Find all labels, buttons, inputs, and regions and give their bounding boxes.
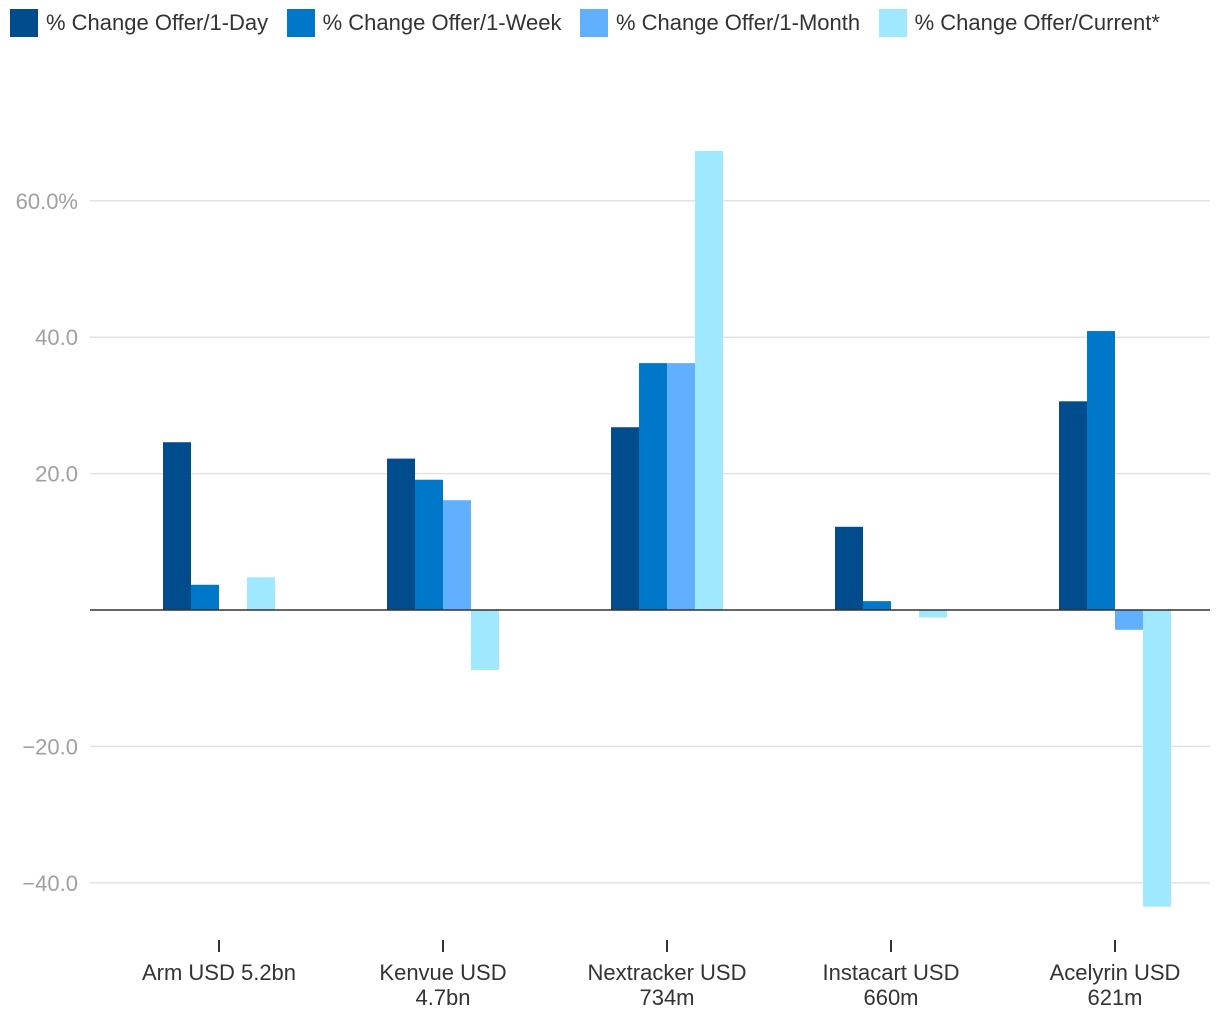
bar	[163, 442, 191, 610]
bar	[443, 500, 471, 610]
y-tick-label: 20.0	[35, 462, 78, 487]
legend-item: % Change Offer/1-Month	[579, 6, 861, 40]
y-tick-label: −40.0	[22, 871, 78, 896]
y-tick-label: 40.0	[35, 325, 78, 350]
legend-label: % Change Offer/Current*	[914, 10, 1160, 35]
bar	[835, 526, 863, 610]
legend-swatch	[579, 9, 608, 37]
bar	[387, 458, 415, 610]
bar	[695, 151, 723, 610]
x-category-label: 4.7bn	[415, 985, 470, 1010]
bar	[1115, 610, 1143, 630]
x-category-label: 734m	[639, 985, 694, 1010]
bar	[863, 601, 891, 610]
x-category-label: 621m	[1087, 985, 1142, 1010]
chart-legend: % Change Offer/1-Day % Change Offer/1-We…	[10, 6, 1210, 42]
legend-swatch	[286, 9, 315, 37]
y-tick-label: −20.0	[22, 734, 78, 759]
bar	[611, 427, 639, 610]
x-category-label: Kenvue USD	[379, 960, 506, 985]
x-category-label: Nextracker USD	[588, 960, 747, 985]
bar	[471, 610, 499, 671]
legend-item: % Change Offer/Current*	[878, 6, 1160, 40]
legend-label: % Change Offer/1-Week	[322, 10, 562, 35]
bar	[415, 479, 443, 610]
x-category-label: Instacart USD	[823, 960, 960, 985]
legend-item: % Change Offer/1-Day	[10, 6, 268, 40]
bar	[1143, 610, 1171, 907]
y-tick-label: 60.0%	[16, 189, 78, 214]
x-category-label: Acelyrin USD	[1050, 960, 1181, 985]
bar	[919, 610, 947, 618]
legend-item: % Change Offer/1-Week	[286, 6, 562, 40]
legend-swatch	[878, 9, 907, 37]
x-category-label: 660m	[863, 985, 918, 1010]
bar	[247, 577, 275, 610]
bar	[1087, 331, 1115, 610]
bar	[639, 363, 667, 610]
legend-swatch	[10, 9, 38, 37]
legend-label: % Change Offer/1-Day	[46, 10, 269, 35]
bar	[667, 363, 695, 610]
x-category-label: Arm USD 5.2bn	[142, 960, 296, 985]
bar	[191, 584, 219, 610]
legend-label: % Change Offer/1-Month	[615, 10, 861, 35]
bar	[1059, 401, 1087, 610]
